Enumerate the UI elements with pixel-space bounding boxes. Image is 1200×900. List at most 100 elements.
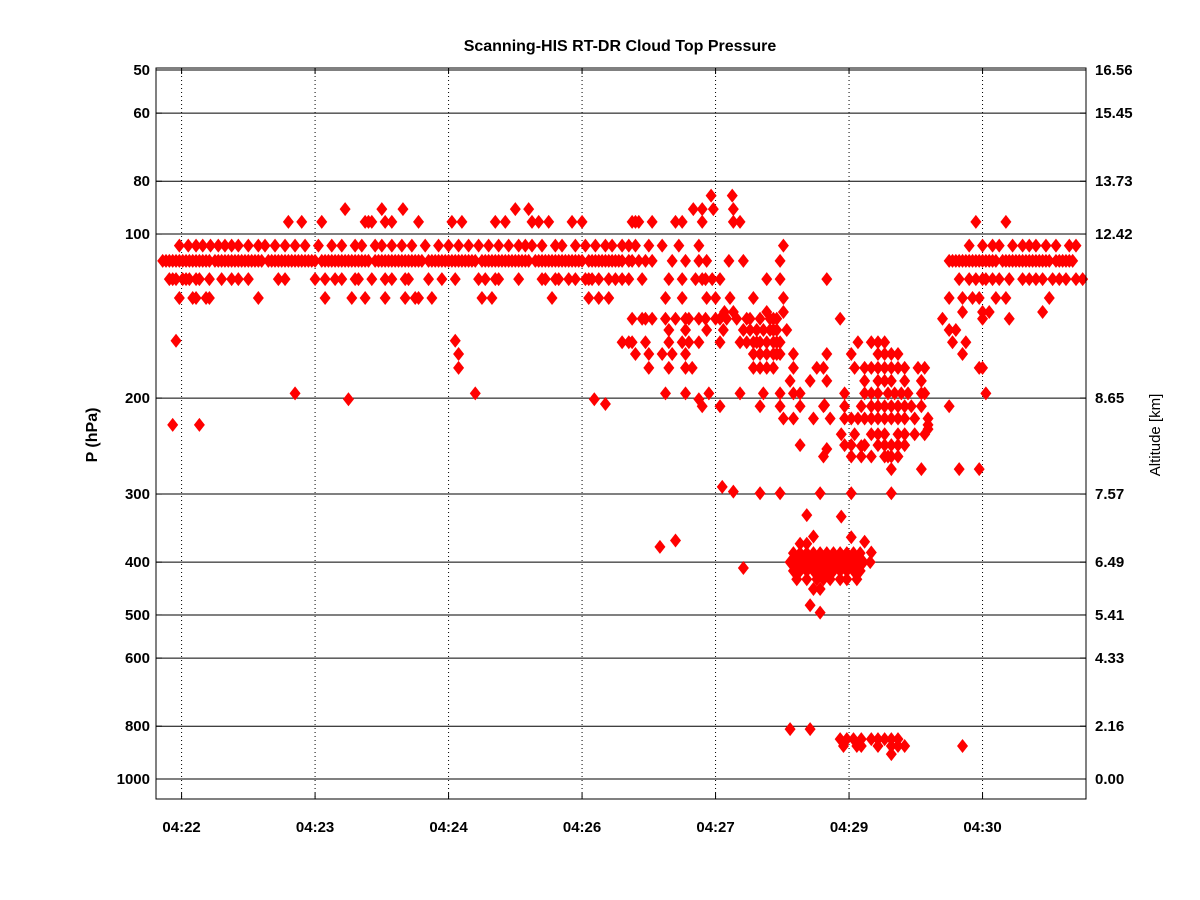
data-point bbox=[1017, 238, 1029, 253]
left-tick-label: 600 bbox=[125, 650, 150, 667]
data-point bbox=[606, 238, 618, 253]
data-point bbox=[569, 272, 581, 287]
data-point bbox=[751, 323, 763, 338]
right-axis-label: Altitude [km] bbox=[1147, 394, 1164, 477]
data-point bbox=[589, 238, 601, 253]
data-point bbox=[1023, 272, 1035, 287]
data-point bbox=[680, 323, 692, 338]
data-point bbox=[680, 253, 692, 268]
data-point bbox=[892, 739, 904, 754]
data-point bbox=[915, 462, 927, 477]
data-point bbox=[623, 272, 635, 287]
right-tick-label: 5.41 bbox=[1095, 607, 1124, 624]
data-point bbox=[609, 272, 621, 287]
data-point bbox=[1023, 238, 1035, 253]
data-point bbox=[872, 399, 884, 414]
data-point bbox=[663, 335, 675, 350]
data-point bbox=[629, 238, 641, 253]
data-point bbox=[643, 238, 655, 253]
data-point bbox=[839, 411, 851, 426]
data-point bbox=[693, 238, 705, 253]
data-point bbox=[693, 311, 705, 326]
data-point bbox=[707, 202, 719, 217]
data-point bbox=[626, 335, 638, 350]
data-point bbox=[366, 272, 378, 287]
data-point bbox=[473, 272, 485, 287]
data-point bbox=[872, 386, 884, 401]
data-point bbox=[403, 272, 415, 287]
data-point bbox=[1003, 311, 1015, 326]
data-point bbox=[519, 238, 531, 253]
data-point bbox=[957, 346, 969, 361]
data-point bbox=[845, 438, 857, 453]
data-point bbox=[787, 360, 799, 375]
data-point bbox=[386, 214, 398, 229]
data-point bbox=[379, 214, 391, 229]
data-point bbox=[892, 427, 904, 442]
data-point bbox=[801, 508, 813, 523]
data-point bbox=[656, 346, 668, 361]
data-point bbox=[588, 392, 600, 407]
data-point bbox=[693, 335, 705, 350]
data-point bbox=[197, 238, 209, 253]
data-point bbox=[943, 399, 955, 414]
data-point bbox=[983, 304, 995, 319]
data-point bbox=[376, 238, 388, 253]
data-point bbox=[852, 335, 864, 350]
data-point bbox=[879, 346, 891, 361]
data-point bbox=[845, 449, 857, 464]
grid-layer bbox=[156, 68, 1086, 799]
data-point bbox=[629, 346, 641, 361]
data-point bbox=[734, 335, 746, 350]
data-point bbox=[212, 238, 224, 253]
data-point bbox=[787, 386, 799, 401]
data-point bbox=[190, 290, 202, 305]
data-point bbox=[973, 290, 985, 305]
data-point bbox=[203, 253, 215, 268]
left-axis: 50 60 80 100 200 300 400 500 600 800 1000 bbox=[117, 62, 162, 788]
data-point bbox=[680, 386, 692, 401]
data-point bbox=[633, 214, 645, 229]
data-point bbox=[787, 346, 799, 361]
data-point bbox=[872, 739, 884, 754]
data-point bbox=[754, 335, 766, 350]
data-point bbox=[865, 411, 877, 426]
data-point bbox=[726, 188, 738, 203]
data-point bbox=[593, 290, 605, 305]
data-point bbox=[205, 238, 217, 253]
data-point bbox=[845, 530, 857, 545]
data-point bbox=[771, 311, 783, 326]
data-point bbox=[774, 346, 786, 361]
left-tick-label: 400 bbox=[125, 554, 150, 571]
data-point bbox=[737, 560, 749, 575]
data-point bbox=[633, 253, 645, 268]
data-point bbox=[781, 323, 793, 338]
data-point bbox=[553, 272, 565, 287]
left-tick-label: 300 bbox=[125, 486, 150, 503]
data-point bbox=[777, 238, 789, 253]
x-tick-label: 04:24 bbox=[429, 819, 468, 836]
data-point bbox=[680, 346, 692, 361]
data-point bbox=[899, 373, 911, 388]
data-point bbox=[841, 572, 853, 587]
data-point bbox=[489, 214, 501, 229]
data-point bbox=[774, 486, 786, 501]
data-point bbox=[676, 272, 688, 287]
data-point bbox=[872, 335, 884, 350]
data-point bbox=[721, 311, 733, 326]
data-point bbox=[326, 238, 338, 253]
data-point bbox=[837, 739, 849, 754]
data-point bbox=[993, 238, 1005, 253]
data-point bbox=[747, 360, 759, 375]
data-point bbox=[885, 399, 897, 414]
data-point bbox=[509, 202, 521, 217]
data-point bbox=[845, 411, 857, 426]
data-point bbox=[885, 373, 897, 388]
data-point bbox=[909, 427, 921, 442]
data-point bbox=[366, 214, 378, 229]
data-point bbox=[754, 360, 766, 375]
data-point bbox=[807, 581, 819, 596]
data-point bbox=[993, 272, 1005, 287]
data-point bbox=[787, 411, 799, 426]
data-point bbox=[977, 311, 989, 326]
